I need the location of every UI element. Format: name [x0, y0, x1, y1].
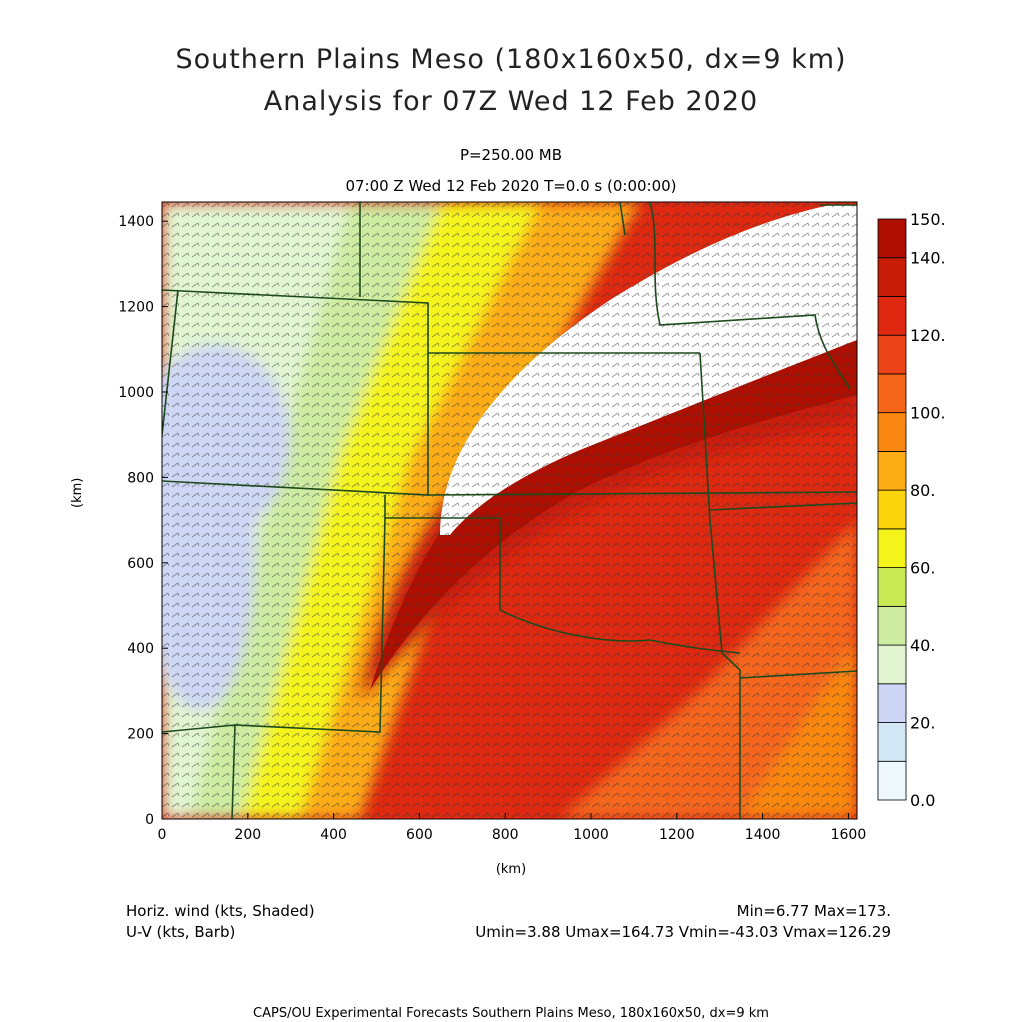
colorbar-swatch — [877, 450, 907, 491]
x-axis-label: (km) — [495, 862, 527, 877]
colorbar-swatch — [877, 567, 907, 607]
y-tick-label: 0 — [145, 812, 154, 828]
colorbar-label: 60. — [910, 559, 935, 578]
x-tick-label: 1400 — [745, 827, 781, 843]
colorbar-label: 100. — [910, 404, 946, 423]
colorbar-label: 140. — [910, 249, 946, 268]
colorbar-swatch — [877, 334, 907, 375]
y-tick-label: 800 — [127, 470, 154, 486]
x-tick-label: 1200 — [659, 827, 695, 843]
y-axis: 0 200 400 600 800 1000 1200 1400 — [118, 214, 168, 828]
x-axis: 0 200 400 600 800 1000 1200 1400 1600 — [158, 813, 867, 843]
x-tick-label: 0 — [158, 827, 167, 843]
colorbar-swatch — [877, 218, 907, 259]
colorbar-swatch — [877, 373, 907, 414]
y-tick-label: 1200 — [118, 300, 154, 316]
x-tick-label: 600 — [406, 827, 433, 843]
colorbar-swatch — [877, 296, 907, 336]
colorbar-swatch — [877, 528, 907, 568]
y-tick-label: 1400 — [118, 214, 154, 230]
colorbar-swatch — [877, 722, 907, 762]
x-tick-label: 200 — [234, 827, 261, 843]
y-axis-label: (km) — [70, 477, 85, 508]
colorbar: 0.0 20. 40. 60. 80. 100. 120. 140. 150. — [877, 210, 946, 810]
min-max-stats: Min=6.77 Max=173. — [736, 902, 891, 920]
colorbar-swatch — [877, 412, 907, 452]
colorbar-label: 20. — [910, 714, 935, 733]
wind-field — [162, 202, 857, 819]
x-tick-label: 1600 — [831, 827, 867, 843]
x-tick-label: 800 — [492, 827, 519, 843]
colorbar-label: 40. — [910, 636, 935, 655]
y-tick-label: 1000 — [118, 385, 154, 401]
barb-field-label: U-V (kts, Barb) — [126, 923, 236, 941]
colorbar-label: 120. — [910, 326, 946, 345]
colorbar-swatch — [877, 760, 907, 801]
shaded-field-label: Horiz. wind (kts, Shaded) — [126, 902, 315, 920]
colorbar-label: 80. — [910, 481, 935, 500]
pressure-level: P=250.00 MB — [459, 146, 563, 164]
colorbar-swatch — [877, 644, 907, 685]
x-tick-label: 400 — [320, 827, 347, 843]
y-tick-label: 400 — [127, 641, 154, 657]
colorbar-swatch — [877, 683, 907, 723]
state-borders — [162, 202, 857, 819]
colorbar-swatch — [877, 257, 907, 297]
colorbar-swatch — [877, 605, 907, 646]
valid-time: 07:00 Z Wed 12 Feb 2020 T=0.0 s (0:00:00… — [345, 177, 677, 195]
colorbar-label: 0.0 — [910, 791, 935, 810]
credit-line: CAPS/OU Experimental Forecasts Southern … — [253, 1006, 769, 1021]
chart-title: Southern Plains Meso (180x160x50, dx=9 k… — [175, 44, 847, 75]
uv-stats: Umin=3.88 Umax=164.73 Vmin=-43.03 Vmax=1… — [475, 923, 891, 941]
chart-subtitle: Analysis for 07Z Wed 12 Feb 2020 — [263, 86, 759, 117]
colorbar-label: 150. — [910, 210, 946, 229]
y-tick-label: 600 — [127, 556, 154, 572]
y-tick-label: 200 — [127, 727, 154, 743]
x-tick-label: 1000 — [573, 827, 609, 843]
colorbar-swatch — [877, 489, 907, 530]
